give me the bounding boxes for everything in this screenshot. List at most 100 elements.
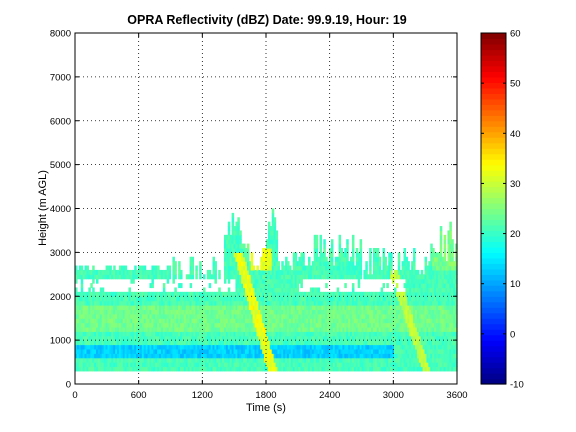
heatmap-cell [315, 256, 319, 262]
heatmap-cell [231, 331, 235, 337]
heatmap-cell [159, 300, 162, 306]
heatmap-cell [90, 335, 93, 341]
heatmap-cell [82, 340, 86, 346]
heatmap-cell [134, 305, 137, 311]
heatmap-cell [197, 296, 200, 302]
heatmap-cell [445, 313, 449, 319]
heatmap-cell [296, 283, 300, 289]
heatmap-cell [157, 322, 160, 328]
heatmap-cell [195, 309, 198, 315]
heatmap-cell [342, 331, 345, 337]
heatmap-cell [86, 331, 89, 337]
heatmap-cell [327, 313, 330, 319]
heatmap-cell [351, 335, 355, 341]
heatmap-cell [80, 274, 84, 280]
heatmap-cell [369, 331, 372, 337]
heatmap-cell [94, 296, 97, 302]
heatmap-cell [88, 366, 91, 372]
heatmap-cell [231, 265, 235, 271]
heatmap-cell [325, 353, 328, 359]
heatmap-cell [155, 313, 158, 319]
heatmap-cell [428, 331, 431, 337]
heatmap-cell [279, 335, 282, 341]
heatmap-cell [390, 296, 393, 302]
heatmap-cell [351, 357, 355, 363]
heatmap-cell [422, 287, 426, 293]
heatmap-cell [130, 357, 133, 363]
heatmap-cell [269, 357, 273, 363]
heatmap-cell [401, 322, 405, 328]
heatmap-cell [195, 265, 198, 271]
heatmap-cell [92, 309, 95, 315]
colorbar-segment [481, 164, 506, 171]
heatmap-cell [243, 366, 246, 372]
heatmap-cell [332, 331, 336, 337]
heatmap-cell [447, 283, 450, 289]
heatmap-cell [414, 357, 418, 363]
heatmap-cell [252, 344, 256, 350]
heatmap-cell [411, 261, 414, 267]
heatmap-cell [266, 326, 269, 332]
heatmap-cell [355, 353, 359, 359]
heatmap-cell [430, 243, 433, 249]
heatmap-cell [329, 357, 332, 363]
heatmap-cell [120, 318, 124, 324]
heatmap-cell [97, 318, 101, 324]
heatmap-cell [309, 326, 313, 332]
heatmap-cell [75, 269, 78, 275]
heatmap-cell [193, 344, 196, 350]
heatmap-cell [340, 335, 343, 341]
heatmap-cell [430, 305, 433, 311]
heatmap-cell [189, 283, 193, 289]
heatmap-cell [382, 261, 386, 267]
heatmap-cell [235, 331, 238, 337]
heatmap-cell [202, 335, 206, 341]
heatmap-cell [294, 326, 298, 332]
heatmap-cell [214, 340, 217, 346]
heatmap-cell [222, 362, 225, 368]
heatmap-cell [455, 300, 458, 306]
heatmap-cell [178, 283, 181, 289]
heatmap-cell [382, 348, 386, 354]
heatmap-cell [378, 269, 382, 275]
heatmap-cell [80, 278, 84, 284]
heatmap-cell [262, 322, 265, 328]
heatmap-cell [292, 296, 296, 302]
heatmap-cell [237, 274, 240, 280]
heatmap-cell [348, 335, 351, 341]
heatmap-cell [287, 305, 290, 311]
heatmap-cell [149, 335, 152, 341]
heatmap-cell [287, 348, 290, 354]
colorbar-segment [481, 257, 506, 264]
heatmap-cell [193, 322, 196, 328]
heatmap-cell [124, 291, 128, 297]
heatmap-cell [372, 366, 376, 372]
heatmap-cell [139, 331, 143, 337]
heatmap-cell [405, 318, 408, 324]
heatmap-cell [414, 313, 418, 319]
heatmap-cell [262, 335, 265, 341]
heatmap-cell [323, 274, 326, 280]
heatmap-cell [223, 362, 227, 368]
heatmap-cell [353, 265, 357, 271]
heatmap-cell [141, 300, 145, 306]
colorbar-segment [481, 224, 506, 232]
heatmap-cell [403, 322, 407, 328]
heatmap-cell [321, 322, 324, 328]
heatmap-cell [435, 278, 439, 284]
heatmap-cell [342, 344, 345, 350]
heatmap-cell [222, 331, 225, 337]
heatmap-cell [277, 331, 280, 337]
heatmap-cell [279, 340, 282, 346]
heatmap-cell [166, 305, 170, 311]
heatmap-cell [239, 348, 242, 354]
heatmap-cell [220, 318, 223, 324]
heatmap-cell [426, 362, 429, 368]
heatmap-cell [430, 252, 433, 258]
heatmap-cell [250, 278, 254, 284]
heatmap-cell [162, 357, 166, 363]
heatmap-cell [315, 357, 319, 363]
heatmap-cell [101, 313, 105, 319]
heatmap-cell [298, 331, 301, 337]
heatmap-cell [342, 269, 345, 275]
